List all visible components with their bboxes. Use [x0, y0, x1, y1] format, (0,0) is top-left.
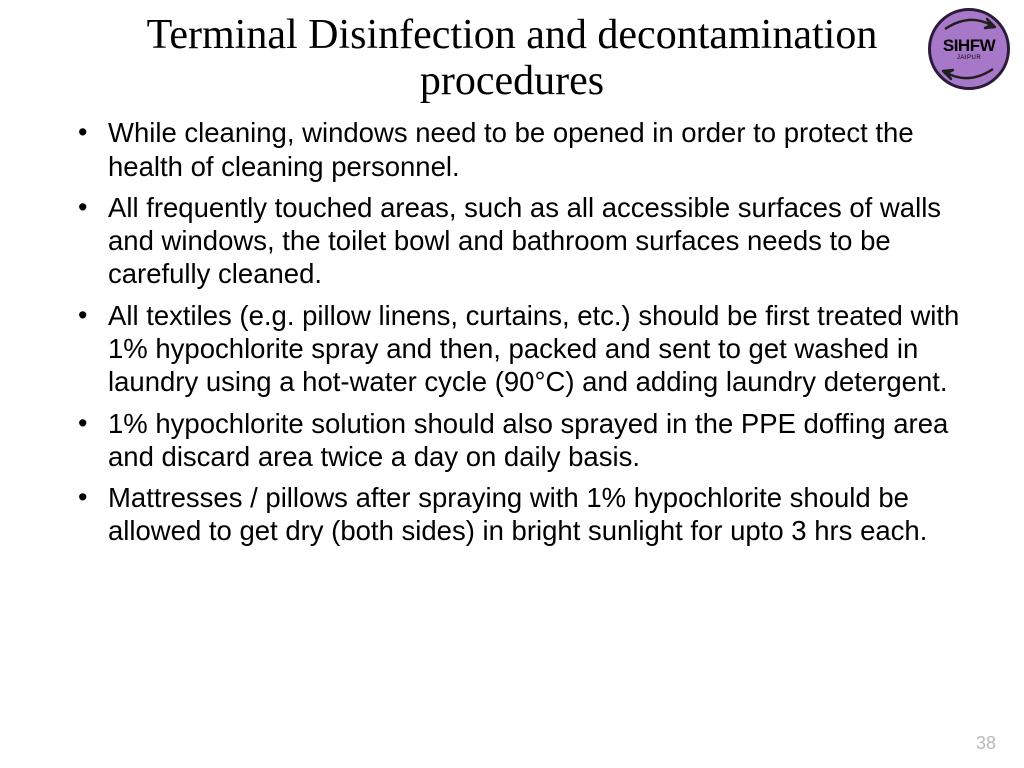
list-item: 1% hypochlorite solution should also spr… [78, 407, 974, 474]
arrow-top-icon [939, 15, 999, 33]
slide-title: Terminal Disinfection and decontaminatio… [122, 12, 902, 104]
arrow-bottom-icon [939, 65, 999, 83]
list-item: Mattresses / pillows after spraying with… [78, 481, 974, 548]
slide: SIHFW JAIPUR Terminal Disinfection and d… [0, 0, 1024, 768]
logo-sub: JAIPUR [943, 55, 995, 61]
page-number: 38 [976, 733, 996, 754]
list-item: While cleaning, windows need to be opene… [78, 116, 974, 183]
list-item: All textiles (e.g. pillow linens, curtai… [78, 299, 974, 399]
logo-text: SIHFW JAIPUR [943, 37, 995, 61]
list-item: All frequently touched areas, such as al… [78, 191, 974, 291]
logo-badge: SIHFW JAIPUR [928, 8, 1010, 90]
bullet-list: While cleaning, windows need to be opene… [30, 116, 994, 547]
logo-circle: SIHFW JAIPUR [928, 8, 1010, 90]
logo-main: SIHFW [943, 36, 995, 55]
